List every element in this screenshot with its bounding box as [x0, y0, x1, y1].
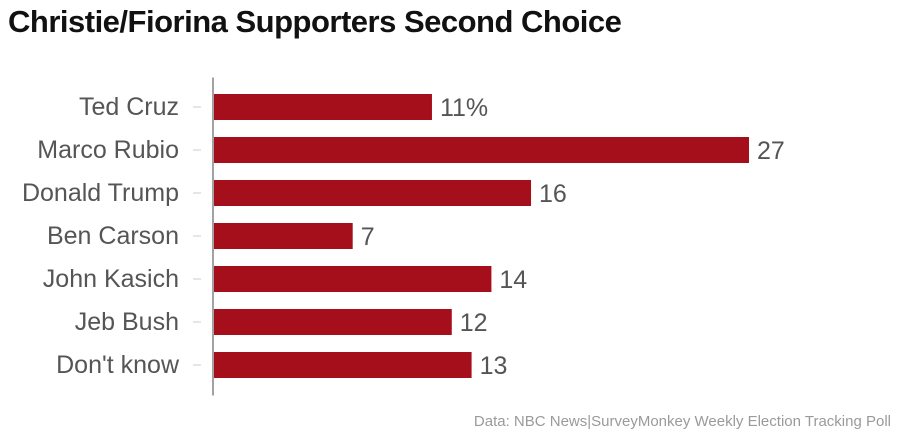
- bars-group: Ted Cruz 11% Marco Rubio 27 Donald Trump 16 Be…: [22, 77, 785, 396]
- bar: [214, 309, 452, 335]
- category-label: John Kasich: [43, 265, 179, 293]
- bar: [214, 137, 749, 163]
- category-label: Don't know: [56, 351, 180, 379]
- category-label: Marco Rubio: [37, 136, 179, 164]
- value-label: 16: [539, 180, 567, 208]
- chart-title: Christie/Fiorina Supporters Second Choic…: [8, 4, 622, 39]
- bar: [214, 180, 532, 206]
- bar: [214, 94, 432, 120]
- bar: [214, 223, 353, 249]
- value-label: 14: [499, 266, 527, 294]
- value-label: 12: [460, 309, 488, 337]
- value-label: 11%: [440, 94, 488, 122]
- value-label: 7: [361, 223, 375, 251]
- category-label: Jeb Bush: [75, 308, 179, 336]
- category-label: Ben Carson: [47, 222, 179, 250]
- bar: [214, 266, 492, 292]
- category-label: Ted Cruz: [79, 93, 179, 121]
- category-label: Donald Trump: [22, 179, 179, 207]
- source-note: Data: NBC News|SurveyMonkey Weekly Elect…: [473, 413, 891, 430]
- value-label: 13: [480, 352, 508, 380]
- bar: [214, 352, 472, 378]
- value-label: 27: [757, 137, 785, 165]
